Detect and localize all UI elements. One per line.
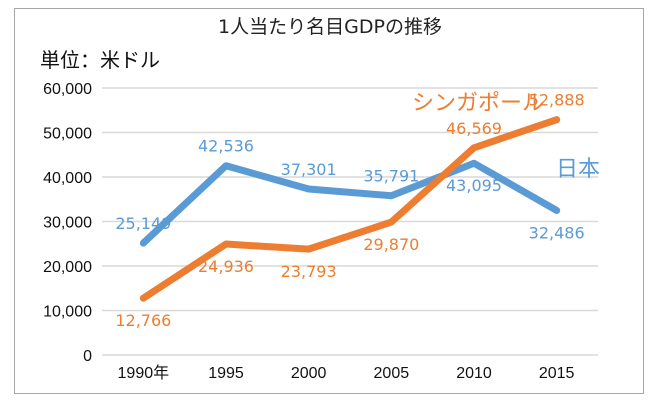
data-label: 23,793 bbox=[281, 262, 337, 281]
series-name-label: 日本 bbox=[556, 157, 600, 182]
chart-title: 1人当たり名目GDPの推移 bbox=[218, 16, 442, 38]
y-tick-label: 10,000 bbox=[43, 304, 92, 321]
data-label: 35,791 bbox=[363, 167, 419, 186]
x-tick-label: 1990年 bbox=[118, 364, 170, 382]
data-label: 29,870 bbox=[363, 235, 419, 254]
series-line bbox=[139, 159, 561, 247]
data-label: 37,301 bbox=[281, 160, 337, 179]
data-label: 42,536 bbox=[198, 137, 254, 156]
y-axis-unit-label: 単位：米ドル bbox=[40, 48, 160, 72]
data-label: 46,569 bbox=[446, 119, 502, 138]
data-label: 32,486 bbox=[529, 223, 585, 242]
x-tick-label: 2000 bbox=[291, 365, 327, 382]
x-tick-label: 2015 bbox=[539, 365, 575, 382]
y-tick-label: 50,000 bbox=[43, 126, 92, 143]
y-tick-label: 40,000 bbox=[43, 170, 92, 187]
y-tick-label: 60,000 bbox=[43, 81, 92, 98]
x-tick-label: 2005 bbox=[374, 365, 410, 382]
data-label: 24,936 bbox=[198, 257, 254, 276]
y-tick-label: 20,000 bbox=[43, 259, 92, 276]
x-tick-label: 2010 bbox=[456, 365, 492, 382]
data-label: 25,149 bbox=[115, 214, 171, 233]
data-label: 12,766 bbox=[115, 311, 171, 330]
y-tick-label: 0 bbox=[83, 348, 92, 365]
data-label: 43,095 bbox=[446, 176, 502, 195]
series-line bbox=[139, 116, 561, 302]
y-tick-label: 30,000 bbox=[43, 215, 92, 232]
x-tick-label: 1995 bbox=[208, 365, 244, 382]
data-label: 52,888 bbox=[529, 91, 585, 110]
series-name-label: シンガポール bbox=[412, 91, 544, 116]
